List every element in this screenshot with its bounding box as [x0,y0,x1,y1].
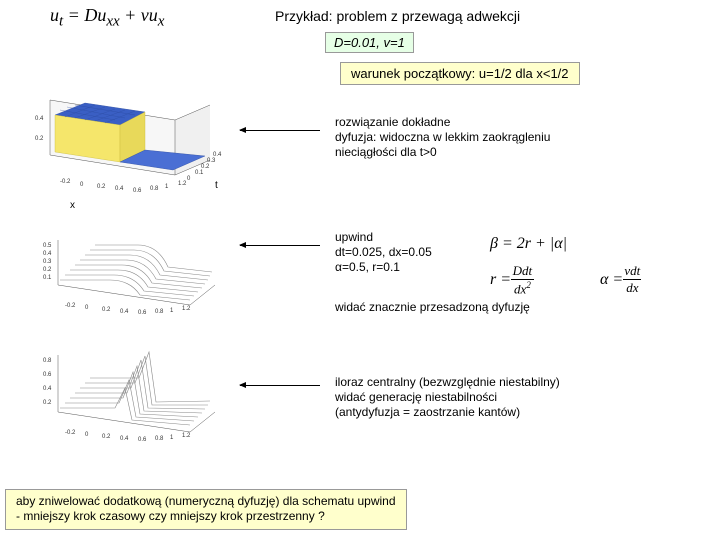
annot2-line2: dt=0.025, dx=0.05 [335,245,432,260]
svg-text:0.6: 0.6 [133,188,142,194]
svg-text:0.4: 0.4 [43,251,52,257]
annot1-line3: nieciągłości dla t>0 [335,145,550,160]
formula-r: r = Ddt dx2 [490,263,534,297]
eq-mid: = Du [63,5,106,25]
arrow-2 [240,245,320,246]
formula-r-num: Ddt [513,263,533,279]
bottom-line1: aby zniwelować dodatkową (numeryczną dyf… [16,494,396,510]
annot1-line1: rozwiązanie dokładne [335,115,550,130]
parameters-box: D=0.01, v=1 [325,32,414,53]
svg-text:0.4: 0.4 [120,309,129,315]
svg-text:0.3: 0.3 [43,259,52,265]
svg-text:0.2: 0.2 [43,267,52,273]
pde-equation: ut = Duxx + vux [50,5,164,31]
annot3-line3: (antydyfuzja = zaostrzanie kantów) [335,405,560,420]
svg-text:1.2: 1.2 [182,433,191,439]
svg-text:0.3: 0.3 [207,158,216,164]
svg-text:0: 0 [80,182,84,188]
svg-text:0.8: 0.8 [155,309,164,315]
chart-central: 0.8 0.6 0.4 0.2 -0.2 0 0.2 0.4 0.6 0.8 1 1.2 [40,340,215,450]
svg-text:1: 1 [165,184,169,190]
svg-text:1.2: 1.2 [182,306,191,312]
formula-beta: β = 2r + |α| [490,235,567,253]
svg-text:-0.2: -0.2 [65,430,76,436]
formula-a-num: vdt [624,263,640,279]
svg-text:0.8: 0.8 [150,186,159,192]
annotation-exact: rozwiązanie dokładne dyfuzja: widoczna w… [335,115,550,160]
bottom-question-box: aby zniwelować dodatkową (numeryczną dyf… [5,489,407,530]
formula-r-den: dx [514,281,526,296]
slide-title: Przykład: problem z przewagą adwekcji [275,8,520,24]
svg-text:0.4: 0.4 [43,386,52,392]
bottom-line2: - mniejszy krok czasowy czy mniejszy kro… [16,509,396,525]
eq-sub-x: x [158,14,165,30]
svg-text:0.4: 0.4 [115,186,124,192]
formula-a-den: dx [623,279,641,296]
formula-r-den-sup: 2 [526,280,531,290]
annot1-line2: dyfuzja: widoczna w lekkim zaokrągleniu [335,130,550,145]
annotation-upwind-extra: widać znacznie przesadzoną dyfuzję [335,300,530,315]
svg-text:0.4: 0.4 [213,152,222,158]
arrow-1 [240,130,320,131]
svg-text:0.2: 0.2 [201,164,210,170]
arrow-3 [240,385,320,386]
annotation-upwind: upwind dt=0.025, dx=0.05 α=0.5, r=0.1 [335,230,432,275]
annot2-line3: α=0.5, r=0.1 [335,260,432,275]
eq-mid2: + vu [120,5,158,25]
svg-text:0.2: 0.2 [43,400,52,406]
svg-text:0.2: 0.2 [102,307,111,313]
svg-text:0.2: 0.2 [35,136,44,142]
svg-text:0.6: 0.6 [43,372,52,378]
svg-text:0.1: 0.1 [43,275,52,281]
annot2-line1: upwind [335,230,432,245]
svg-text:0: 0 [187,176,191,182]
svg-text:0.5: 0.5 [43,243,52,249]
formula-a-lhs: α = [600,271,623,289]
chart-exact-solution: 0.4 0.2 -0.200.2 0.40.60.8 11.2 00.10.2 … [15,80,225,195]
eq-u: u [50,5,59,25]
chart-upwind: 0.5 0.4 0.3 0.2 0.1 -0.2 0 0.2 0.4 0.6 0.8 1 1.2 [40,215,215,320]
svg-text:1.2: 1.2 [178,181,187,187]
eq-sub-xx: xx [106,14,119,30]
svg-text:0.6: 0.6 [138,437,147,443]
formula-alpha: α = vdt dx [600,263,641,296]
annotation-central: iloraz centralny (bezwzględnie niestabil… [335,375,560,420]
annot3-line2: widać generację niestabilności [335,390,560,405]
svg-text:0.8: 0.8 [155,436,164,442]
svg-text:1: 1 [170,308,174,314]
svg-text:0.8: 0.8 [43,358,52,364]
annot3-line1: iloraz centralny (bezwzględnie niestabil… [335,375,560,390]
svg-text:0.6: 0.6 [138,310,147,316]
svg-text:0.4: 0.4 [120,436,129,442]
axis-t-label-1: t [215,180,218,191]
initial-condition-box: warunek początkowy: u=1/2 dla x<1/2 [340,62,580,85]
svg-text:0: 0 [85,305,89,311]
svg-text:0.1: 0.1 [195,170,204,176]
svg-text:-0.2: -0.2 [60,179,71,185]
svg-text:0.2: 0.2 [97,184,106,190]
svg-text:1: 1 [170,435,174,441]
formula-beta-text: β = 2r + |α| [490,235,567,252]
svg-text:0.2: 0.2 [102,434,111,440]
axis-x-label-1: x [70,200,75,211]
svg-text:-0.2: -0.2 [65,303,76,309]
svg-text:0: 0 [85,432,89,438]
svg-text:0.4: 0.4 [35,116,44,122]
formula-r-lhs: r = [490,271,511,289]
